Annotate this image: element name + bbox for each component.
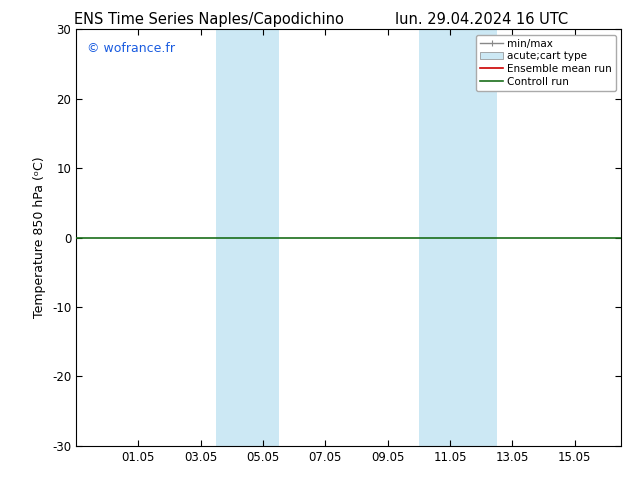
- Text: lun. 29.04.2024 16 UTC: lun. 29.04.2024 16 UTC: [395, 12, 569, 27]
- Bar: [247, 29, 278, 446]
- Bar: [450, 29, 496, 446]
- Y-axis label: Temperature 850 hPa (ᵒC): Temperature 850 hPa (ᵒC): [34, 157, 46, 318]
- Bar: [419, 29, 450, 446]
- Text: © wofrance.fr: © wofrance.fr: [87, 42, 175, 55]
- Text: ENS Time Series Naples/Capodichino: ENS Time Series Naples/Capodichino: [74, 12, 344, 27]
- Bar: [216, 29, 247, 446]
- Legend: min/max, acute;cart type, Ensemble mean run, Controll run: min/max, acute;cart type, Ensemble mean …: [476, 35, 616, 91]
